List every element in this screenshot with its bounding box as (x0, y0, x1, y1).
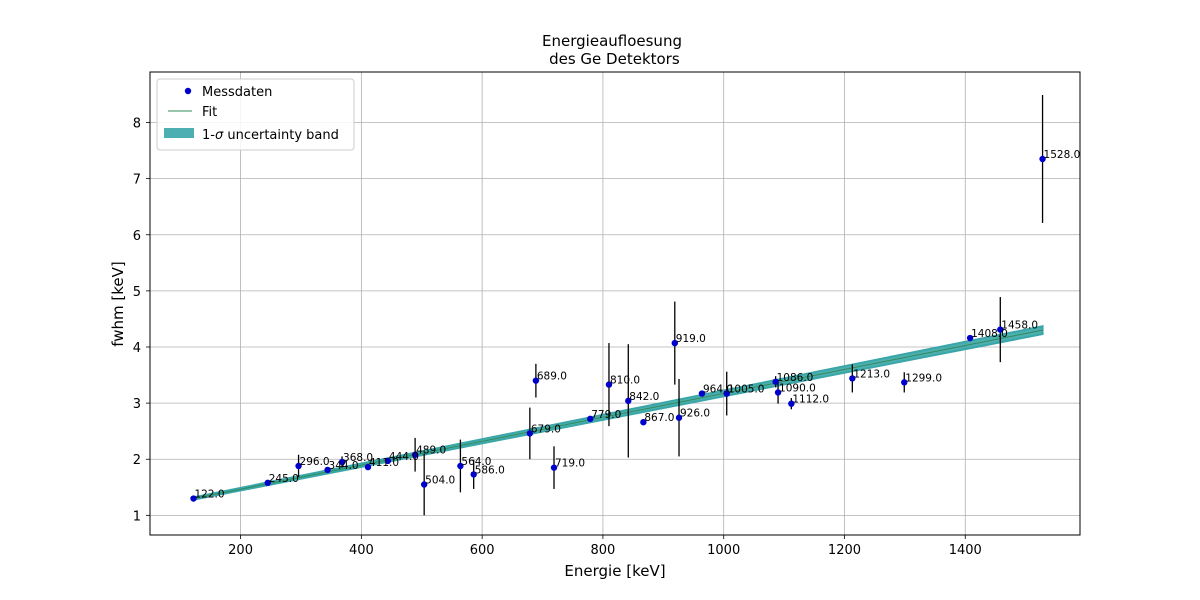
data-point-label: 368.0 (343, 452, 373, 464)
y-tick-label: 4 (133, 341, 141, 356)
data-point (788, 400, 795, 407)
x-axis-label: Energie [keV] (564, 562, 665, 580)
data-point (625, 397, 632, 405)
data-point (966, 334, 974, 342)
data-point-label: 779.0 (591, 409, 621, 421)
plot-frame (149, 71, 1081, 536)
data-point-label: 411.0 (369, 457, 399, 469)
data-point-label: 1086.0 (777, 372, 814, 384)
x-tick-label: 1000 (707, 543, 740, 558)
data-point (774, 389, 782, 396)
y-axis-label: fwhm [keV] (109, 261, 127, 347)
data-point-label: 504.0 (425, 474, 455, 486)
data-point-label: 810.0 (610, 375, 640, 387)
data-point (550, 464, 558, 471)
data-point (526, 430, 534, 437)
x-tick-label: 1200 (828, 543, 861, 558)
data-point (671, 339, 678, 347)
x-tick-label: 400 (349, 543, 374, 558)
axes: 200 400 600 800 1000 1200 1400 1 2 3 4 5 6 7 8 (133, 71, 1081, 558)
y-tick-label: 2 (133, 453, 141, 468)
data-point (640, 418, 647, 426)
fit-line (193, 329, 1043, 500)
data-point (675, 414, 683, 421)
chart-title-line2: des Ge Detektors (544, 50, 680, 68)
data-point-label: 964.0 (703, 384, 733, 396)
data-point-label: 719.0 (555, 458, 585, 470)
data-point-label: 1458.0 (1001, 320, 1038, 332)
data-point (587, 415, 594, 423)
x-tick-label: 600 (470, 543, 495, 558)
data-point (295, 462, 302, 470)
data-point-label: 1213.0 (853, 368, 890, 380)
data-point (470, 471, 477, 478)
data-point-label: 564.0 (461, 456, 491, 468)
data-point (901, 379, 908, 386)
data-point-label: 919.0 (676, 333, 706, 345)
data-point (411, 451, 419, 458)
data-point (605, 381, 613, 388)
data-point-label: 679.0 (531, 423, 561, 435)
data-point (457, 462, 464, 470)
legend: Messdaten Fit 1-σ uncertainty band (156, 78, 355, 151)
data-point-label: 926.0 (680, 408, 710, 420)
x-tick-label: 800 (591, 543, 616, 558)
data-point-label: 444.0 (389, 451, 419, 463)
data-point-label: 245.0 (269, 473, 299, 485)
data-point-label: 296.0 (300, 456, 330, 468)
data-point (849, 375, 856, 382)
legend-label-fit: Fit (202, 105, 217, 120)
data-point-label: 122.0 (194, 489, 224, 501)
legend-label-band-suffix: uncertainty band (223, 128, 339, 143)
data-point-label: 1112.0 (792, 394, 829, 406)
x-tick-label: 200 (228, 543, 253, 558)
data-point (324, 466, 331, 474)
data-point (997, 326, 1004, 333)
grid (150, 72, 1080, 535)
data-point-label: 1090.0 (779, 382, 816, 394)
data-point-label: 344.0 (329, 460, 359, 472)
data-point (698, 390, 706, 397)
data-point (338, 458, 346, 466)
data-point-label: 1528.0 (1044, 149, 1081, 161)
data-point (264, 479, 271, 487)
data-point-label: 1005.0 (728, 384, 765, 396)
legend-label-data: Messdaten (202, 85, 272, 100)
y-tick-label: 7 (133, 173, 141, 188)
legend-marker-band (164, 128, 194, 138)
legend-marker-data (184, 87, 192, 95)
legend-frame (156, 78, 355, 151)
legend-label-band: 1-σ uncertainty band (202, 128, 339, 143)
data-point (1039, 155, 1046, 163)
y-tick-label: 6 (133, 229, 141, 244)
data-point-label: 867.0 (644, 412, 674, 424)
legend-label-band-prefix: 1- (202, 128, 215, 143)
data-point-label: 1299.0 (905, 372, 942, 384)
chart-title-line1: Energieaufloesung (542, 32, 682, 50)
data-point (364, 463, 372, 471)
data-point-label: 1408.0 (971, 328, 1008, 340)
data-point-label: 586.0 (475, 464, 505, 476)
data-point (190, 495, 197, 502)
y-tick-label: 8 (133, 117, 141, 132)
x-tick-label: 1400 (949, 543, 982, 558)
data-point (532, 377, 540, 384)
y-tick-label: 1 (133, 509, 141, 524)
y-tick-label: 3 (133, 397, 141, 412)
y-tick-label: 5 (133, 285, 141, 300)
legend-label-band-sigma: σ (215, 128, 224, 143)
data-point-label: 842.0 (629, 391, 659, 403)
data-point-label: 689.0 (537, 371, 567, 383)
data-label-layer: 122.0 245.0296.0344.0368.0411.0444.0489.0… (194, 149, 1080, 501)
data-point-label: 489.0 (416, 445, 446, 457)
data-point (723, 390, 730, 397)
data-point-layer (190, 155, 1046, 502)
data-point (384, 457, 392, 465)
data-point (772, 378, 779, 385)
data-point (420, 481, 428, 488)
